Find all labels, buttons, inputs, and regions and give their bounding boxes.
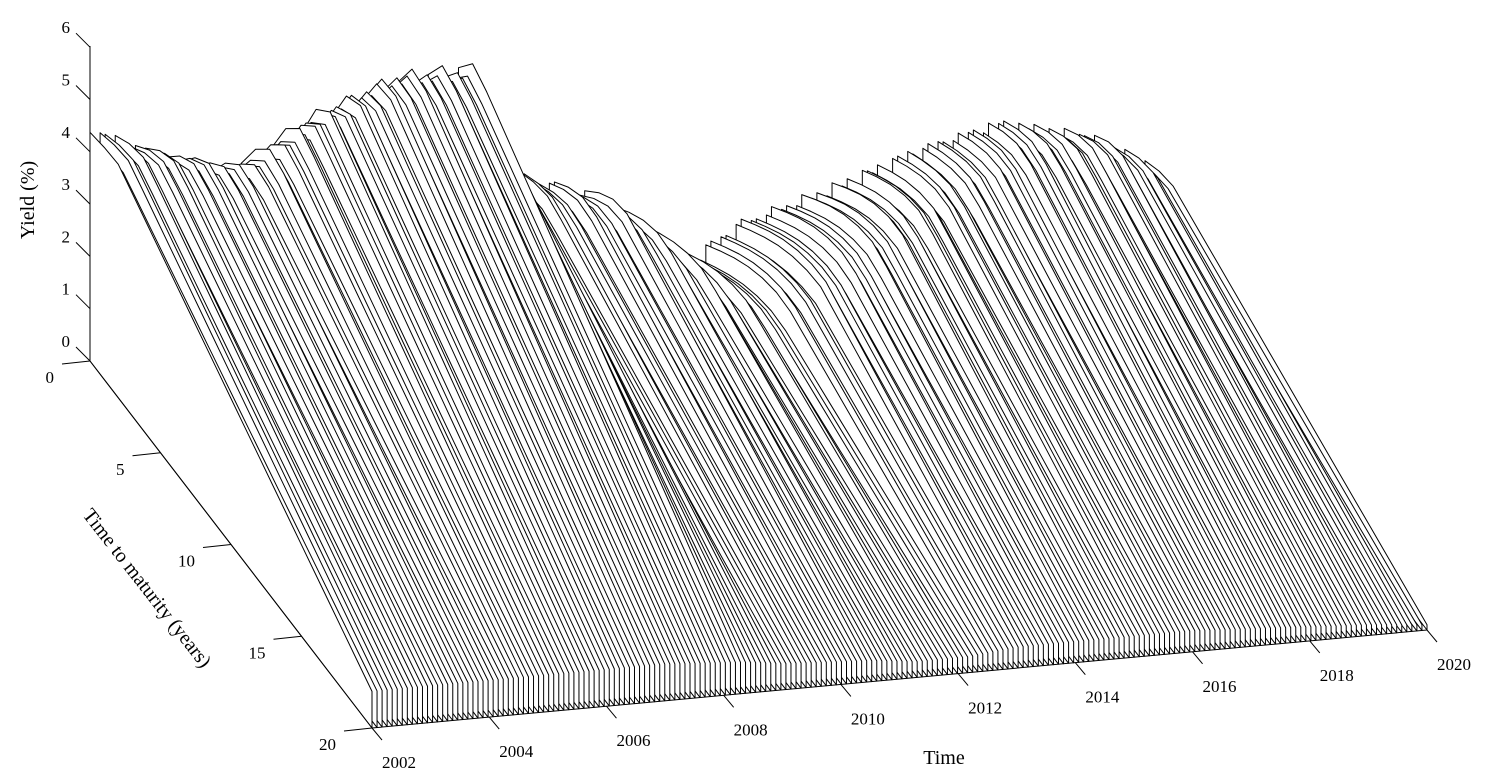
- yield-tick: [75, 85, 91, 100]
- yield-tick-label: 6: [62, 18, 71, 37]
- yield-tick-label: 0: [62, 332, 71, 351]
- time-tick: [1309, 640, 1321, 654]
- time-tick: [1074, 662, 1086, 675]
- time-tick: [606, 705, 617, 719]
- z-axis-label: Yield (%): [17, 161, 39, 239]
- maturity-tick: [202, 544, 232, 548]
- time-tick-label: 2006: [616, 731, 650, 750]
- time-tick: [1426, 629, 1438, 643]
- time-tick-label: 2014: [1085, 688, 1120, 707]
- ticks: 2002200420062008201020122014201620182020…: [46, 18, 1472, 772]
- maturity-tick: [273, 635, 302, 640]
- yield-tick: [75, 189, 91, 205]
- yield-tick: [75, 242, 91, 257]
- time-tick-label: 2004: [499, 742, 534, 761]
- time-tick-label: 2012: [968, 699, 1002, 718]
- time-tick: [488, 716, 500, 730]
- time-axis-label: Time: [923, 747, 965, 769]
- yield-tick: [75, 294, 91, 310]
- time-axis-line: [371, 629, 1428, 729]
- time-tick-label: 2010: [851, 709, 885, 728]
- yield-curves: [89, 63, 1428, 729]
- maturity-tick-label: 15: [249, 643, 266, 662]
- time-tick-label: 2020: [1437, 655, 1471, 674]
- maturity-tick: [61, 360, 91, 365]
- time-tick: [371, 727, 383, 741]
- maturity-axis-label: Time to maturity (years): [78, 505, 216, 672]
- yield-curve: [89, 131, 373, 729]
- time-tick-label: 2008: [734, 720, 768, 739]
- time-tick: [1192, 651, 1203, 665]
- maturity-tick-label: 0: [46, 368, 55, 387]
- yield-tick: [75, 346, 91, 362]
- time-tick: [723, 695, 735, 708]
- maturity-tick-label: 20: [319, 735, 336, 754]
- time-tick-label: 2002: [382, 753, 416, 772]
- maturity-tick: [343, 727, 373, 732]
- yield-tick: [75, 137, 91, 153]
- time-tick: [957, 673, 969, 686]
- yield-tick-label: 2: [62, 227, 71, 246]
- time-tick-label: 2018: [1320, 666, 1354, 685]
- yield-tick-label: 4: [62, 123, 71, 142]
- yield-tick-label: 3: [62, 175, 71, 194]
- time-tick-label: 2016: [1203, 677, 1237, 696]
- yield-tick: [75, 32, 91, 48]
- maturity-tick: [132, 452, 161, 457]
- time-tick: [840, 684, 852, 697]
- maturity-tick-label: 5: [116, 460, 125, 479]
- maturity-tick-label: 10: [178, 552, 195, 571]
- yield-tick-label: 1: [62, 280, 71, 299]
- yield-tick-label: 5: [62, 71, 71, 90]
